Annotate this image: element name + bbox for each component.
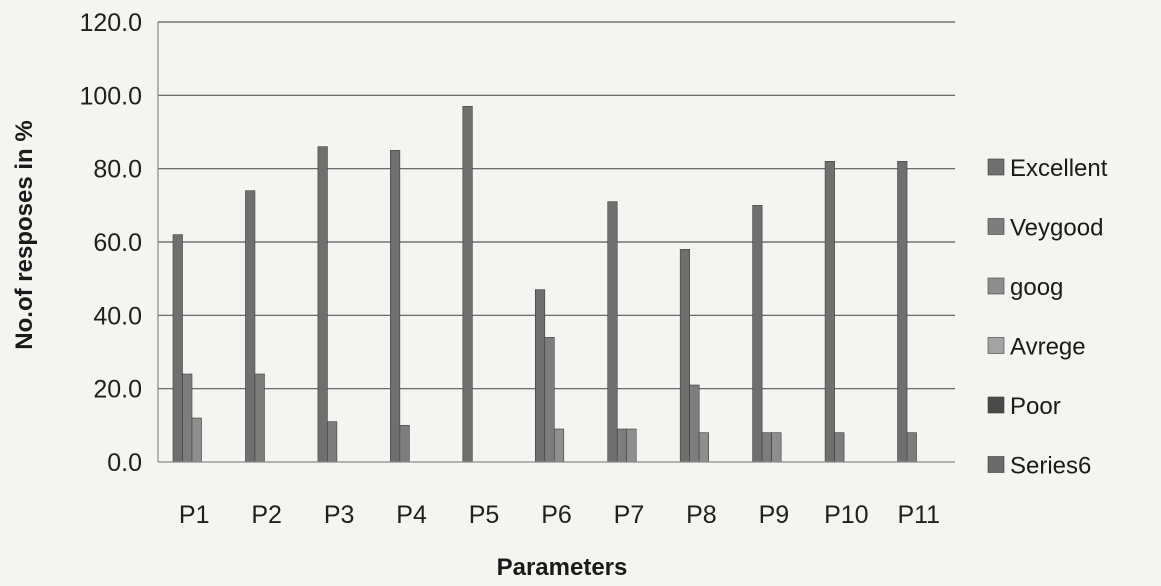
bar-excellent-p2 [245,190,256,463]
bar-excellent-p10 [824,161,835,463]
y-tick-label: 20.0 [93,376,142,404]
legend-label-veygood: Veygood [1010,215,1103,242]
y-tick-label: 100.0 [79,82,142,110]
bar-goog-p1 [191,417,202,463]
legend-swatch-goog [987,277,1005,295]
legend-label-avrege: Avrege [1010,334,1086,361]
legend-label-poor: Poor [1010,393,1061,420]
x-tick-label: P10 [824,501,868,529]
bar-veygood-p4 [399,425,410,463]
x-tick-label: P7 [614,501,645,529]
x-tick-label: P3 [324,501,355,529]
bar-goog-p8 [698,432,709,463]
legend-swatch-veygood [987,218,1005,235]
bar-goog-p6 [553,428,565,463]
bar-excellent-p6 [534,289,546,463]
bars [172,106,917,463]
bar-goog-p7 [626,428,637,463]
x-tick-label: P8 [686,501,717,529]
bar-veygood-p10 [834,432,845,463]
x-axis-ticks: P1 P2 P3 P4 P5 P6 P7 P8 P9 P10 P11 [179,501,940,529]
legend-swatch-series6 [987,456,1005,473]
bar-excellent-p1 [172,234,183,463]
bar-veygood-p2 [254,373,265,463]
bar-goog-p9 [771,432,782,463]
legend-swatch-poor [987,396,1005,414]
legend-swatch-avrege [987,337,1005,354]
x-tick-label: P4 [396,501,427,529]
x-tick-label: P1 [179,501,210,529]
legend-label-goog: goog [1010,274,1063,301]
y-tick-label: 120.0 [79,9,142,37]
x-tick-label: P6 [541,501,572,529]
bar-excellent-p11 [897,161,908,463]
bar-excellent-p7 [607,201,618,463]
bar-excellent-p4 [390,150,401,463]
y-tick-label: 40.0 [93,302,142,330]
legend-label-series6: Series6 [1010,453,1091,480]
y-axis-ticks: 0.0 20.0 40.0 60.0 80.0 100.0 120.0 [79,9,142,477]
bar-veygood-p9 [761,432,772,463]
bar-veygood-p7 [616,428,628,463]
bar-excellent-p3 [317,146,328,463]
bar-veygood-p8 [689,384,700,463]
x-axis-title: Parameters [497,554,628,581]
x-tick-label: P9 [759,501,790,529]
bar-veygood-p11 [906,432,917,463]
bar-excellent-p8 [679,249,690,463]
bar-veygood-p3 [327,421,338,463]
y-tick-label: 60.0 [93,229,142,257]
x-tick-label: P2 [251,501,282,529]
gridlines [158,21,955,390]
bar-excellent-p5 [462,106,473,463]
legend-swatch-excellent [987,158,1005,176]
bar-excellent-p9 [752,205,763,463]
bar-veygood-p6 [544,337,555,463]
legend-label-excellent: Excellent [1010,155,1108,182]
bar-veygood-p1 [182,373,193,463]
y-tick-label: 80.0 [93,156,142,184]
legend: Excellent Veygood goog Avrege Poor Series6 [987,155,1108,480]
x-tick-label: P11 [897,501,940,529]
x-tick-label: P5 [469,501,500,529]
y-axis-title: No.of resposes in % [11,120,38,349]
y-tick-label: 0.0 [107,449,142,477]
